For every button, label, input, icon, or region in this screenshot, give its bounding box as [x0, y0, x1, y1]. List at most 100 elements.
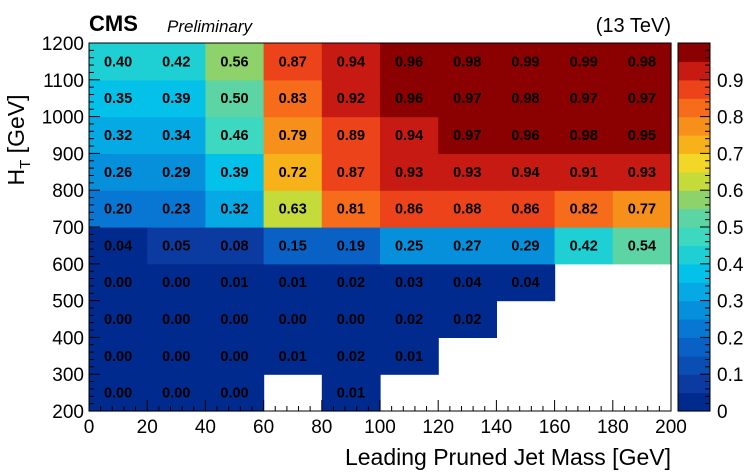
heatmap-cell-label: 0.27 — [453, 238, 481, 254]
heatmap-cell — [263, 153, 323, 191]
heatmap-cell-label: 0.40 — [104, 54, 132, 70]
colorbar-tick-label: 0.9 — [717, 71, 743, 92]
heatmap-cell-label: 0.20 — [104, 202, 132, 218]
x-tick-label: 100 — [364, 417, 396, 438]
heatmap-cell-label: 0.86 — [395, 202, 423, 218]
heatmap-cell — [438, 116, 497, 154]
heatmap-cell-label: 0.39 — [220, 165, 248, 181]
heatmap-cell-label: 0.01 — [395, 349, 423, 365]
heatmap-cell-label: 0.01 — [279, 349, 307, 365]
heatmap-cell-label: 0.34 — [162, 128, 190, 144]
heatmap-cell-label: 0.00 — [220, 312, 248, 328]
heatmap-cell-label: 0.93 — [628, 165, 656, 181]
heatmap-cell — [89, 300, 148, 338]
heatmap-cell-label: 0.32 — [220, 202, 248, 218]
heatmap-cell — [380, 79, 439, 118]
heatmap-cell-label: 0.72 — [279, 165, 307, 181]
heatmap-cell-label: 0.01 — [220, 275, 248, 291]
heatmap-cell-label: 0.98 — [511, 91, 539, 107]
heatmap-cell-label: 0.01 — [337, 386, 365, 402]
heatmap-cell — [496, 43, 556, 81]
colorbar-band — [678, 153, 710, 173]
heatmap-cell-label: 0.42 — [162, 54, 190, 70]
heatmap-cell-label: 0.00 — [104, 312, 132, 328]
heatmap-cell-label: 0.99 — [511, 54, 539, 70]
heatmap-cell — [380, 300, 439, 338]
y-tick-label: 300 — [52, 365, 84, 386]
heatmap-cell — [554, 153, 614, 191]
heatmap-cell — [89, 263, 148, 302]
heatmap-cell — [612, 79, 672, 118]
x-tick-label: 180 — [597, 417, 629, 438]
heatmap-cell-label: 0.08 — [220, 238, 248, 254]
heatmap-cell — [321, 263, 381, 302]
heatmap-cell-label: 0.04 — [453, 275, 481, 291]
colorbar-band — [678, 43, 710, 62]
heatmap-cell — [89, 79, 148, 118]
heatmap-cell-label: 0.02 — [337, 275, 365, 291]
x-tick-label: 120 — [422, 417, 454, 438]
heatmap-cell — [263, 116, 323, 154]
heatmap-cell — [438, 263, 497, 302]
colorbar-tick-label: 0.8 — [717, 108, 743, 129]
y-tick-label: 1200 — [42, 34, 84, 55]
heatmap-cell — [263, 79, 323, 118]
heatmap-cell — [147, 153, 206, 191]
colorbar-band — [678, 245, 710, 265]
heatmap-cell-label: 0.50 — [220, 91, 248, 107]
heatmap-cell-label: 0.04 — [511, 275, 539, 291]
heatmap-cell — [380, 227, 439, 265]
colorbar-tick-label: 0 — [717, 402, 728, 423]
colorbar-band — [678, 374, 710, 394]
colorbar-band — [678, 208, 710, 228]
y-axis-title-subscript: T — [17, 160, 34, 169]
colorbar-band — [678, 263, 710, 283]
heatmap-cell — [205, 153, 265, 191]
y-axis-title: HT [GeV] — [3, 95, 34, 186]
heatmap-cell — [496, 263, 556, 302]
heatmap-cell-label: 0.00 — [162, 312, 190, 328]
heatmap-cell-label: 0.00 — [220, 349, 248, 365]
heatmap-cell — [89, 153, 148, 191]
heatmap-cell — [321, 153, 381, 191]
heatmap-cell — [89, 116, 148, 154]
heatmap-cell — [554, 79, 614, 118]
colorbar-band — [678, 300, 710, 320]
heatmap-cell-label: 0.26 — [104, 165, 132, 181]
heatmap-cell — [147, 116, 206, 154]
heatmap-cell — [147, 79, 206, 118]
heatmap-cell — [89, 190, 148, 228]
x-tick-label: 160 — [539, 417, 571, 438]
heatmap-cell-label: 0.97 — [570, 91, 598, 107]
colorbar-tick-label: 0.5 — [717, 218, 743, 239]
heatmap-cell-label: 0.96 — [395, 54, 423, 70]
heatmap-cell-label: 0.95 — [628, 128, 656, 144]
heatmap-cell-label: 0.00 — [162, 386, 190, 402]
y-tick-label: 700 — [52, 218, 84, 239]
heatmap-cell — [321, 300, 381, 338]
heatmap-cell-label: 0.46 — [220, 128, 248, 144]
heatmap-cell-label: 0.93 — [395, 165, 423, 181]
heatmap-cell — [147, 263, 206, 302]
heatmap-cell-label: 0.97 — [453, 91, 481, 107]
heatmap-cell — [612, 227, 672, 265]
heatmap-cell-label: 0.77 — [628, 202, 656, 218]
heatmap-cell-label: 0.96 — [395, 91, 423, 107]
y-tick-label: 400 — [52, 328, 84, 349]
heatmap-cell-label: 0.91 — [570, 165, 598, 181]
heatmap-cell-label: 0.03 — [395, 275, 423, 291]
colorbar-tick-label: 0.6 — [717, 181, 743, 202]
heatmap-cell — [89, 374, 148, 412]
x-tick-label: 140 — [481, 417, 513, 438]
heatmap-cell-label: 0.96 — [511, 128, 539, 144]
heatmap-cell-label: 0.82 — [570, 202, 598, 218]
heatmap-cell — [496, 116, 556, 154]
heatmap-cell-label: 0.87 — [279, 54, 307, 70]
heatmap-cell — [205, 79, 265, 118]
colorbar-tick-label: 0.1 — [717, 365, 743, 386]
heatmap-cell — [205, 227, 265, 265]
heatmap-cell — [205, 190, 265, 228]
heatmap-cell-label: 0.39 — [162, 91, 190, 107]
heatmap-cell-label: 0.42 — [570, 238, 598, 254]
heatmap-cell-label: 0.54 — [628, 238, 656, 254]
